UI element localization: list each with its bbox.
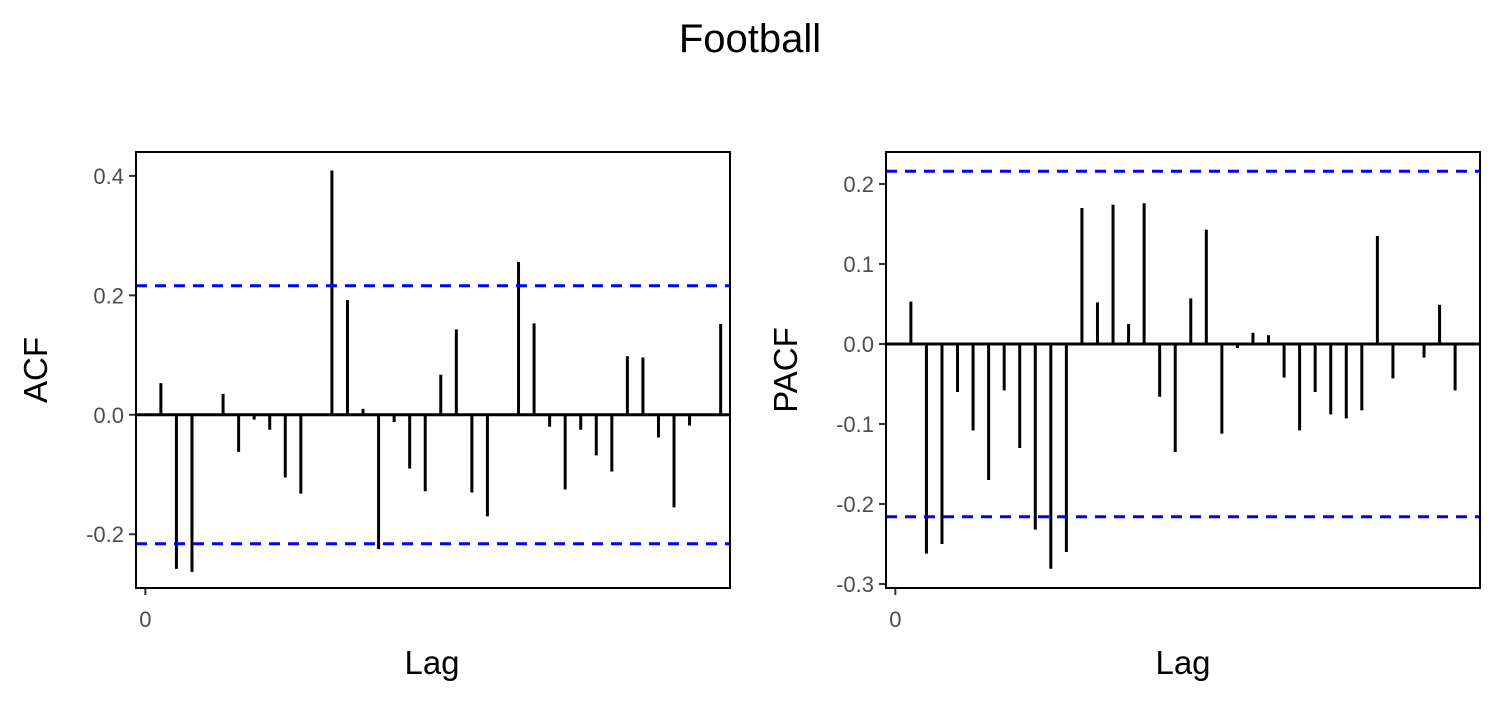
acf-ytick-label: 0.2 — [93, 283, 124, 308]
pacf-panel-border — [885, 151, 1481, 589]
acf-ylabel: ACF — [17, 337, 54, 403]
pacf-panel: PACF Lag -0.3 -0.2 -0.1 0.0 0.1 0.2 0 — [767, 151, 1481, 681]
pacf-ytick-label: -0.3 — [836, 572, 874, 597]
acf-ytick-label: -0.2 — [86, 522, 124, 547]
pacf-ytick-label: -0.1 — [836, 412, 874, 437]
pacf-xtick-label: 0 — [889, 607, 901, 632]
pacf-ylabel: PACF — [767, 327, 804, 413]
acf-panel-border — [135, 151, 731, 589]
pacf-xlabel: Lag — [1155, 644, 1210, 681]
acf-ytick-label: 0.0 — [93, 403, 124, 428]
acf-xlabel: Lag — [404, 644, 459, 681]
acf-xtick-label: 0 — [139, 607, 151, 632]
acf-panel: ACF Lag -0.2 0.0 0.2 0.4 0 — [17, 151, 731, 681]
pacf-ytick-label: -0.2 — [836, 492, 874, 517]
pacf-ytick-label: 0.2 — [843, 172, 874, 197]
figure-title: Football — [679, 17, 821, 61]
pacf-ytick-label: 0.1 — [843, 252, 874, 277]
pacf-ytick-label: 0.0 — [843, 332, 874, 357]
acf-ytick-label: 0.4 — [93, 164, 124, 189]
